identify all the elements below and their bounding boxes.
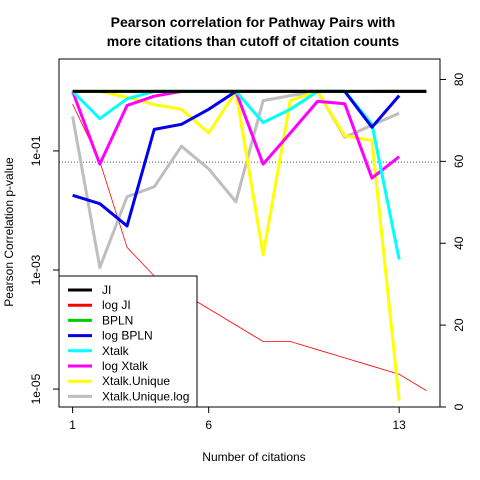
y2-tick-label: 60: [452, 154, 466, 168]
plot-area: [59, 89, 440, 401]
x-axis-label: Number of citations: [202, 450, 305, 464]
y-tick-label: 1e-01: [29, 135, 43, 166]
y-tick-label: 1e-05: [29, 373, 43, 404]
chart-title-line-1: Pearson correlation for Pathway Pairs wi…: [111, 14, 396, 30]
legend-label-ji: JI: [102, 283, 111, 297]
legend-box: [58, 275, 198, 408]
legend-label-bpln: BPLN: [102, 313, 133, 327]
x-tick-label: 6: [205, 418, 212, 432]
secondary-series-line: [72, 103, 427, 391]
plot-frame: [58, 58, 441, 408]
axes: 1 6 13 1e-01 1e-03 1e-05 0 20 40 60 80: [29, 58, 466, 432]
y2-tick-label: 40: [452, 236, 466, 250]
legend-label-xtalk-unique-log: Xtalk.Unique.log: [102, 389, 189, 403]
series-line-log-bpln: [72, 89, 401, 228]
y2-tick-label: 0: [452, 403, 466, 410]
y2-tick-label: 80: [452, 72, 466, 86]
y2-tick-label: 20: [452, 318, 466, 332]
legend-label-log-bpln: log BPLN: [102, 329, 153, 343]
y-axis-label: Pearson Correlation p-value: [2, 157, 16, 307]
x-tick-label: 1: [69, 418, 76, 432]
x-tick-label: 13: [392, 418, 406, 432]
legend-label-log-xtalk: log Xtalk: [102, 359, 149, 373]
y-tick-label: 1e-03: [29, 254, 43, 285]
legend-label-log-ji: log JI: [102, 298, 131, 312]
legend-label-xtalk-unique: Xtalk.Unique: [102, 374, 170, 388]
chart-title-line-2: more citations than cutoff of citation c…: [107, 33, 400, 49]
legend-label-xtalk: Xtalk: [102, 344, 130, 358]
